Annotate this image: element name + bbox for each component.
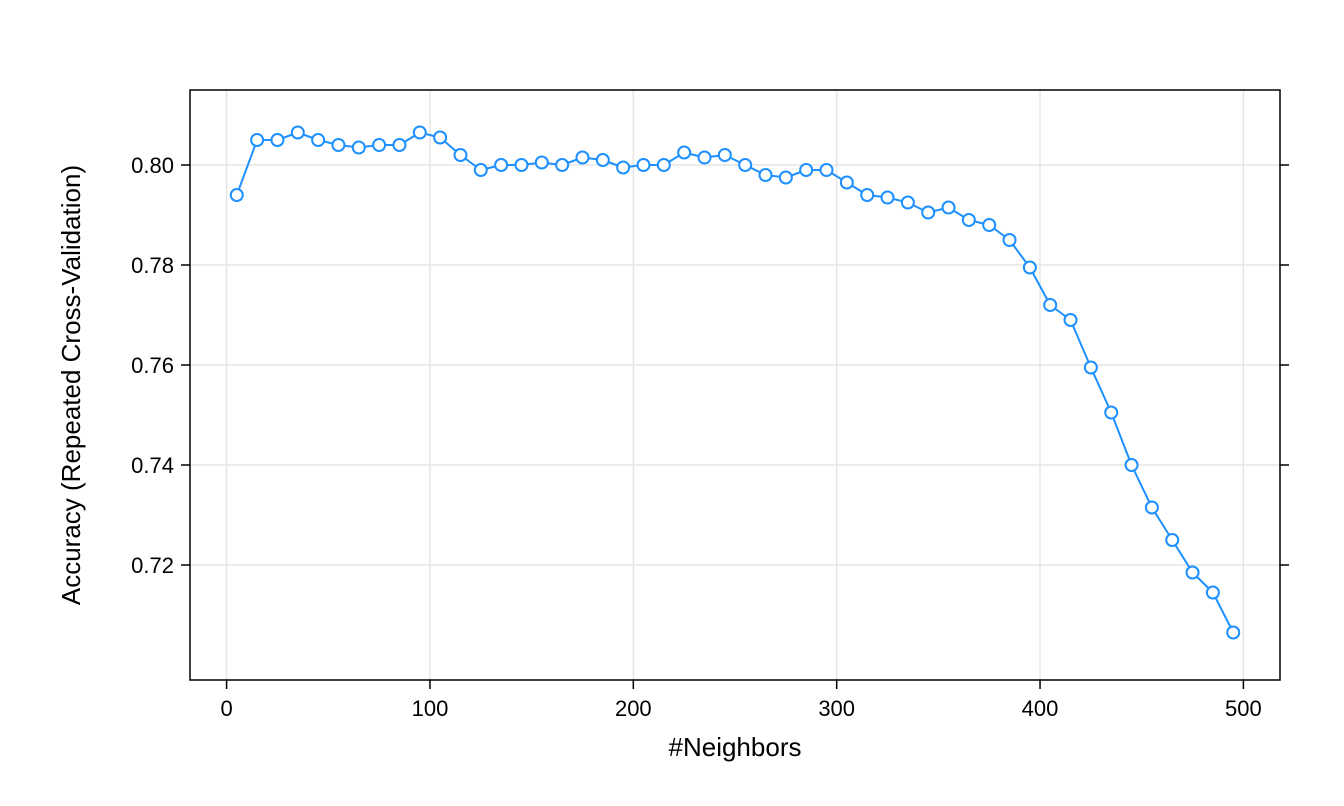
y-tick-label: 0.72 <box>131 553 174 578</box>
data-point-marker <box>434 132 446 144</box>
y-tick-label: 0.74 <box>131 453 174 478</box>
x-axis-label: #Neighbors <box>669 732 802 762</box>
data-point-marker <box>332 139 344 151</box>
chart-line-series <box>237 133 1233 633</box>
data-point-marker <box>882 192 894 204</box>
data-point-marker <box>1187 567 1199 579</box>
data-point-marker <box>515 159 527 171</box>
data-point-marker <box>780 172 792 184</box>
y-axis-label: Accuracy (Repeated Cross-Validation) <box>56 165 86 605</box>
data-point-marker <box>251 134 263 146</box>
data-point-marker <box>1044 299 1056 311</box>
data-point-marker <box>658 159 670 171</box>
data-point-marker <box>312 134 324 146</box>
data-point-marker <box>922 207 934 219</box>
data-point-marker <box>454 149 466 161</box>
data-point-marker <box>576 152 588 164</box>
data-point-marker <box>841 177 853 189</box>
data-point-marker <box>821 164 833 176</box>
y-tick-label: 0.78 <box>131 253 174 278</box>
series-line <box>237 133 1233 633</box>
data-point-marker <box>1105 407 1117 419</box>
chart-markers <box>231 127 1239 639</box>
data-point-marker <box>1166 534 1178 546</box>
y-tick-label: 0.76 <box>131 353 174 378</box>
x-tick-label: 300 <box>818 696 855 721</box>
data-point-marker <box>271 134 283 146</box>
data-point-marker <box>1126 459 1138 471</box>
data-point-marker <box>739 159 751 171</box>
data-point-marker <box>231 189 243 201</box>
plot-border-rect <box>190 90 1280 680</box>
data-point-marker <box>963 214 975 226</box>
x-tick-label: 0 <box>220 696 232 721</box>
data-point-marker <box>1004 234 1016 246</box>
x-tick-label: 200 <box>615 696 652 721</box>
data-point-marker <box>292 127 304 139</box>
data-point-marker <box>393 139 405 151</box>
data-point-marker <box>678 147 690 159</box>
data-point-marker <box>902 197 914 209</box>
x-tick-label: 400 <box>1022 696 1059 721</box>
data-point-marker <box>617 162 629 174</box>
data-point-marker <box>414 127 426 139</box>
data-point-marker <box>1146 502 1158 514</box>
data-point-marker <box>556 159 568 171</box>
data-point-marker <box>861 189 873 201</box>
data-point-marker <box>943 202 955 214</box>
data-point-marker <box>698 152 710 164</box>
chart-plot-border <box>190 90 1280 680</box>
accuracy-vs-neighbors-chart: 0 100 200 300 400 500 0.72 0.74 0.76 0.78 0.80 #N… <box>0 0 1344 806</box>
data-point-marker <box>1065 314 1077 326</box>
data-point-marker <box>1227 627 1239 639</box>
x-tick-label: 100 <box>412 696 449 721</box>
data-point-marker <box>1024 262 1036 274</box>
data-point-marker <box>800 164 812 176</box>
data-point-marker <box>637 159 649 171</box>
x-axis-ticks: 0 100 200 300 400 500 <box>220 680 1261 721</box>
data-point-marker <box>719 149 731 161</box>
data-point-marker <box>597 154 609 166</box>
chart-container: 0 100 200 300 400 500 0.72 0.74 0.76 0.78 0.80 #N… <box>0 0 1344 806</box>
data-point-marker <box>353 142 365 154</box>
data-point-marker <box>475 164 487 176</box>
data-point-marker <box>760 169 772 181</box>
data-point-marker <box>495 159 507 171</box>
data-point-marker <box>983 219 995 231</box>
data-point-marker <box>1085 362 1097 374</box>
y-tick-label: 0.80 <box>131 153 174 178</box>
data-point-marker <box>1207 587 1219 599</box>
x-tick-label: 500 <box>1225 696 1262 721</box>
data-point-marker <box>373 139 385 151</box>
data-point-marker <box>536 157 548 169</box>
chart-grid <box>190 90 1280 680</box>
